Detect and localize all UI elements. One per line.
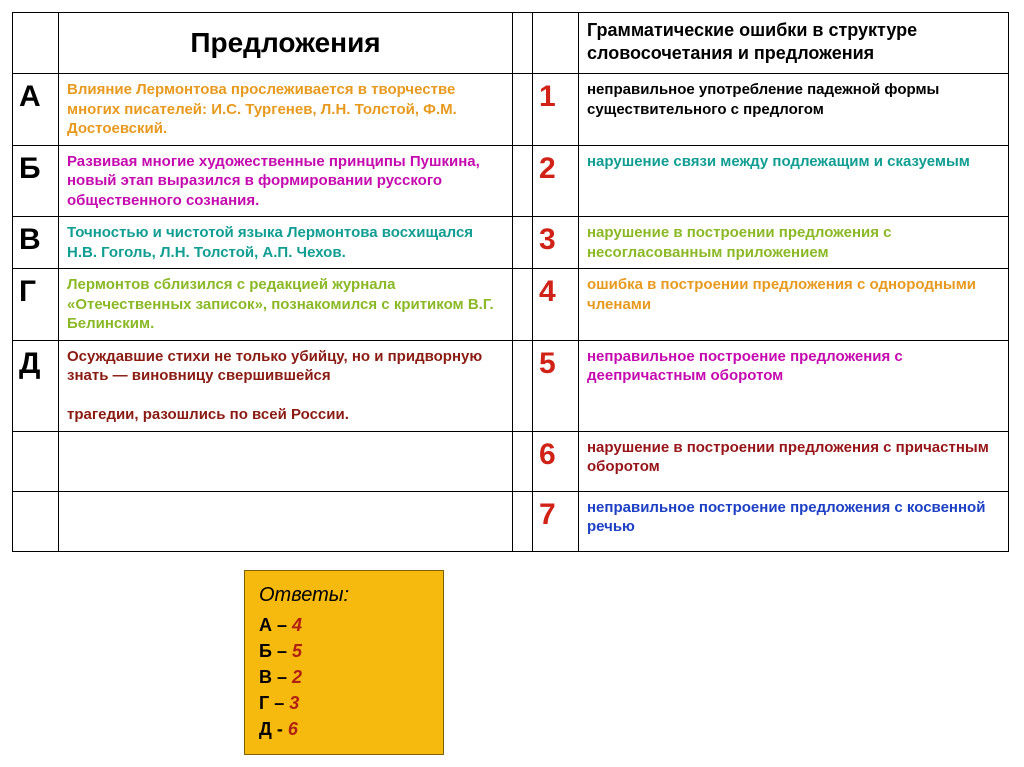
answer-row: Д - 6 bbox=[259, 716, 429, 742]
error-number: 2 bbox=[533, 145, 579, 217]
header-right: Грамматические ошибки в структуре словос… bbox=[579, 13, 1009, 74]
answers-title: Ответы: bbox=[259, 581, 429, 610]
error-number: 5 bbox=[533, 340, 579, 431]
error-number: 4 bbox=[533, 269, 579, 341]
exercise-table: Предложения Грамматические ошибки в струк… bbox=[12, 12, 1009, 552]
sentence-cell: Лермонтов сблизился с редакцией журнала … bbox=[59, 269, 513, 341]
row-letter: А bbox=[13, 74, 59, 146]
error-number: 7 bbox=[533, 491, 579, 551]
error-number: 3 bbox=[533, 217, 579, 269]
error-text: нарушение в построении предложения с нес… bbox=[579, 217, 1009, 269]
answer-row: Б – 5 bbox=[259, 638, 429, 664]
row-letter: Г bbox=[13, 269, 59, 341]
sentence-cell: Развивая многие художественные принципы … bbox=[59, 145, 513, 217]
row-letter: Б bbox=[13, 145, 59, 217]
error-text: нарушение связи между подлежащим и сказу… bbox=[579, 145, 1009, 217]
error-text: нарушение в построении предложения с при… bbox=[579, 431, 1009, 491]
header-left: Предложения bbox=[59, 13, 513, 74]
row-letter: Д bbox=[13, 340, 59, 431]
answer-row: Г – 3 bbox=[259, 690, 429, 716]
answer-row: А – 4 bbox=[259, 612, 429, 638]
error-text: неправильное построение предложения с де… bbox=[579, 340, 1009, 431]
error-text: ошибка в построении предложения с одноро… bbox=[579, 269, 1009, 341]
sentence-cell: Влияние Лермонтова прослеживается в твор… bbox=[59, 74, 513, 146]
sentence-cell: Точностью и чистотой языка Лермонтова во… bbox=[59, 217, 513, 269]
error-number: 6 bbox=[533, 431, 579, 491]
answer-row: В – 2 bbox=[259, 664, 429, 690]
error-text: неправильное употребление падежной формы… bbox=[579, 74, 1009, 146]
sentence-cell: Осуждавшие стихи не только убийцу, но и … bbox=[59, 340, 513, 431]
error-number: 1 bbox=[533, 74, 579, 146]
answers-box: Ответы: А – 4Б – 5В – 2Г – 3Д - 6 bbox=[244, 570, 444, 755]
error-text: неправильное построение предложения с ко… bbox=[579, 491, 1009, 551]
row-letter: В bbox=[13, 217, 59, 269]
